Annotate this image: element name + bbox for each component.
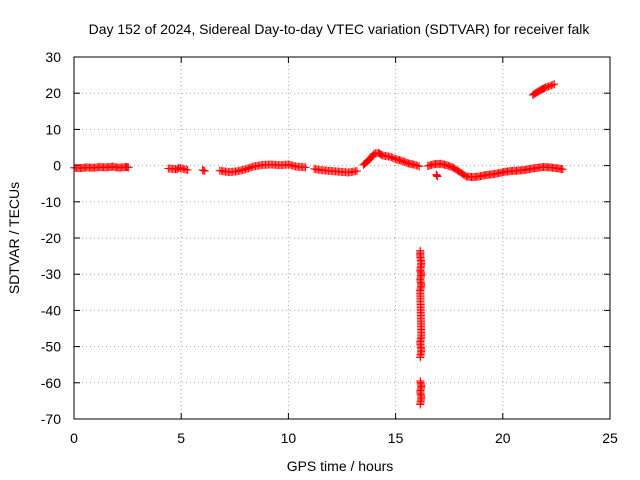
data-point <box>432 171 441 180</box>
data-point <box>530 89 539 98</box>
data-point <box>375 149 384 158</box>
data-point <box>199 166 208 175</box>
y-tick-label: -20 <box>41 230 61 246</box>
plot-frame <box>73 56 611 420</box>
data-point <box>374 148 383 157</box>
data-point <box>376 150 385 159</box>
x-tick-label: 10 <box>281 430 297 446</box>
data-point <box>183 165 192 174</box>
x-tick-label: 25 <box>602 430 618 446</box>
data-point <box>432 170 441 179</box>
y-tick-label: -40 <box>41 302 61 318</box>
y-tick-label: 10 <box>45 121 61 137</box>
data-point <box>353 167 362 176</box>
y-tick-label: 30 <box>45 49 61 65</box>
data-point <box>415 162 424 171</box>
data-point <box>433 172 442 181</box>
data-point <box>535 86 544 95</box>
data-point <box>537 85 546 94</box>
data-point <box>533 88 542 97</box>
data-point <box>550 80 559 89</box>
y-tick-labels: -70 -60 -50 -40 -30 -20 -10 0 10 20 30 <box>41 49 61 427</box>
data-point <box>200 167 209 176</box>
data-point <box>301 163 310 172</box>
data-point <box>534 87 543 96</box>
data-point <box>558 165 567 174</box>
data-point <box>538 85 547 94</box>
data-point <box>548 80 557 89</box>
x-tick-label: 5 <box>177 430 185 446</box>
x-tick-labels: 0 5 10 15 20 25 <box>70 430 618 446</box>
data-points <box>70 80 567 409</box>
y-tick-label: -10 <box>41 194 61 210</box>
y-tick-label: 20 <box>45 85 61 101</box>
data-point <box>539 84 548 93</box>
data-point <box>416 353 425 362</box>
y-tick-label: -30 <box>41 266 61 282</box>
data-point <box>416 400 425 409</box>
x-axis-label: GPS time / hours <box>287 458 394 474</box>
x-tick-label: 0 <box>70 430 78 446</box>
data-point <box>536 86 545 95</box>
y-tick-label: -50 <box>41 339 61 355</box>
y-tick-label: 0 <box>53 158 61 174</box>
chart-title: Day 152 of 2024, Sidereal Day-to-day VTE… <box>89 21 591 37</box>
y-tick-label: -60 <box>41 375 61 391</box>
grid-lines <box>74 57 610 419</box>
data-point <box>124 163 133 172</box>
y-tick-label: -70 <box>41 411 61 427</box>
y-axis-label: SDTVAR / TECUs <box>6 182 22 294</box>
x-tick-label: 20 <box>495 430 511 446</box>
x-tick-label: 15 <box>388 430 404 446</box>
data-point <box>532 88 541 97</box>
data-point <box>198 165 207 174</box>
